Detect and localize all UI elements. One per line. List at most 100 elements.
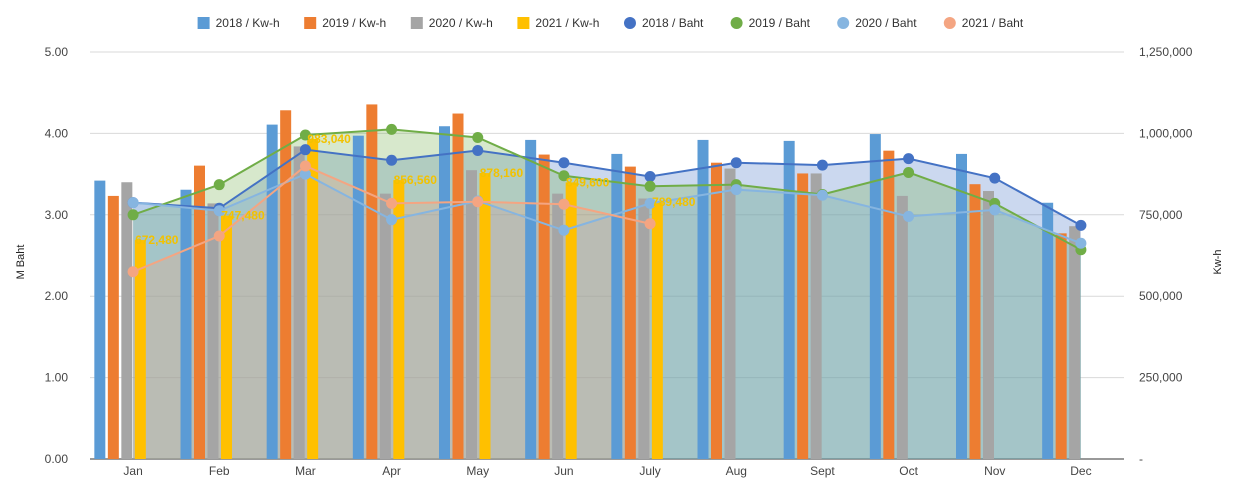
x-tick-label: Jun [554, 464, 573, 478]
bar [896, 195, 908, 459]
data-point [386, 123, 398, 135]
data-point [989, 204, 1001, 216]
x-tick-label: Oct [899, 464, 918, 478]
bar [956, 153, 967, 460]
bar [611, 153, 623, 460]
bar [452, 113, 464, 460]
bar [638, 198, 650, 459]
bar [869, 134, 881, 459]
data-point [558, 157, 570, 169]
legend-label: 2021 / Baht [962, 16, 1024, 30]
data-point [558, 170, 570, 182]
legend-swatch [837, 17, 850, 29]
bar [466, 170, 477, 459]
series-area [133, 165, 651, 459]
left-tick-label: 3.00 [45, 208, 69, 222]
data-point [127, 266, 139, 278]
data-label: 983,040 [307, 132, 351, 146]
legend-label: 2020 / Baht [855, 16, 917, 30]
legend-swatch [410, 17, 423, 29]
right-tick-label: 750,000 [1139, 208, 1183, 222]
bar [439, 126, 450, 459]
x-tick-label: Dec [1070, 464, 1091, 478]
bar [121, 182, 133, 460]
data-point [472, 144, 484, 156]
bar [969, 184, 981, 459]
legend-label: 2018 / Kw-h [216, 16, 280, 30]
data-point [127, 197, 139, 209]
bar [883, 150, 895, 459]
bar [352, 135, 364, 459]
data-point [127, 209, 139, 221]
bar [624, 166, 636, 459]
x-tick-label: Jan [123, 464, 142, 478]
right-tick-label: 1,000,000 [1139, 126, 1193, 140]
data-point [730, 157, 742, 169]
left-tick-label: 1.00 [45, 371, 69, 385]
data-point [299, 168, 311, 180]
bar [393, 180, 405, 459]
right-axis-title: Kw-h [1212, 249, 1224, 274]
right-tick-label: 250,000 [1139, 371, 1183, 385]
data-point [903, 210, 915, 222]
bar [552, 193, 564, 460]
x-tick-label: Apr [382, 464, 401, 478]
legend-label: 2019 / Kw-h [322, 16, 386, 30]
data-point [730, 184, 742, 196]
bar [379, 193, 391, 460]
x-tick-label: Mar [295, 464, 316, 478]
data-point [903, 166, 915, 178]
bar [366, 104, 378, 459]
right-tick-label: 1,250,000 [1139, 45, 1193, 59]
left-tick-label: 2.00 [45, 289, 69, 303]
data-point [816, 189, 828, 201]
legend-swatch [517, 17, 530, 29]
x-tick-label: Feb [209, 464, 230, 478]
data-point [644, 197, 656, 209]
data-label: 672,480 [135, 233, 179, 247]
bar [293, 146, 305, 459]
series-lines [127, 123, 1087, 278]
legend-swatch [943, 17, 956, 29]
bar [697, 139, 709, 460]
x-tick-label: Nov [984, 464, 1005, 478]
bar [983, 191, 994, 460]
data-point [472, 196, 484, 208]
left-tick-label: 5.00 [45, 45, 69, 59]
legend-swatch [304, 17, 317, 29]
x-tick-label: Aug [726, 464, 747, 478]
legend-label: 2019 / Baht [749, 16, 811, 30]
data-point [299, 160, 311, 172]
data-label: 747,480 [221, 209, 265, 223]
legend: 2018 / Kw-h 2019 / Kw-h 2020 / Kw-h 2021 / … [197, 16, 1024, 30]
bar [797, 173, 809, 460]
bar [134, 240, 146, 459]
bar [724, 168, 736, 459]
legend-label: 2020 / Kw-h [429, 16, 493, 30]
data-point [903, 153, 915, 165]
bar [107, 195, 119, 459]
bar [280, 110, 292, 459]
left-tick-label: 4.00 [45, 126, 69, 140]
bar [180, 189, 192, 459]
data-point [644, 180, 656, 192]
bar [565, 182, 577, 459]
bar [1055, 233, 1067, 459]
data-point [558, 198, 570, 210]
bar [651, 201, 663, 459]
bar [194, 165, 205, 459]
data-point [299, 144, 311, 156]
bar [221, 215, 232, 459]
data-label: 789,480 [652, 195, 696, 209]
left-axis-title: M Baht [15, 245, 27, 280]
right-tick-label: 500,000 [1139, 289, 1183, 303]
data-point [558, 224, 570, 236]
data-point [1075, 219, 1087, 231]
bar [711, 162, 722, 460]
left-tick-label: 0.00 [45, 452, 69, 466]
gridlines [90, 51, 1124, 460]
data-point [989, 172, 1001, 184]
legend-swatch [624, 17, 636, 29]
legend-label: 2021 / Kw-h [535, 16, 599, 30]
bar [479, 173, 491, 459]
